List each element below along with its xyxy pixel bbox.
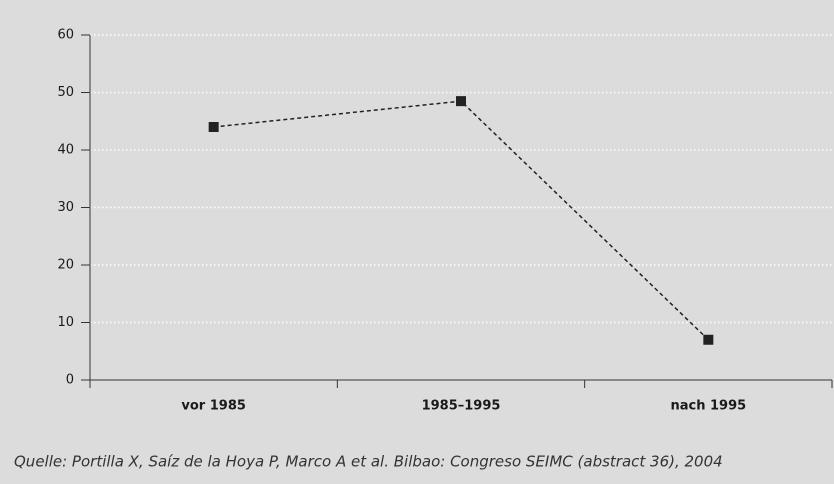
y-tick-label: 10 (57, 315, 74, 330)
x-tick-label: nach 1995 (670, 399, 746, 414)
y-tick-label: 0 (66, 373, 74, 388)
data-marker (456, 96, 466, 107)
y-tick-label: 50 (57, 85, 74, 100)
data-marker (208, 122, 219, 132)
x-tick-label: vor 1985 (181, 399, 246, 414)
x-tick-label: 1985–1995 (422, 399, 501, 414)
y-tick-label: 60 (57, 28, 74, 43)
y-tick-label: 20 (57, 258, 74, 273)
y-tick-label: 30 (57, 200, 74, 215)
source-note: Quelle: Portilla X, Saíz de la Hoya P, M… (14, 453, 723, 471)
data-marker (703, 334, 714, 345)
y-tick-label: 40 (57, 143, 74, 158)
